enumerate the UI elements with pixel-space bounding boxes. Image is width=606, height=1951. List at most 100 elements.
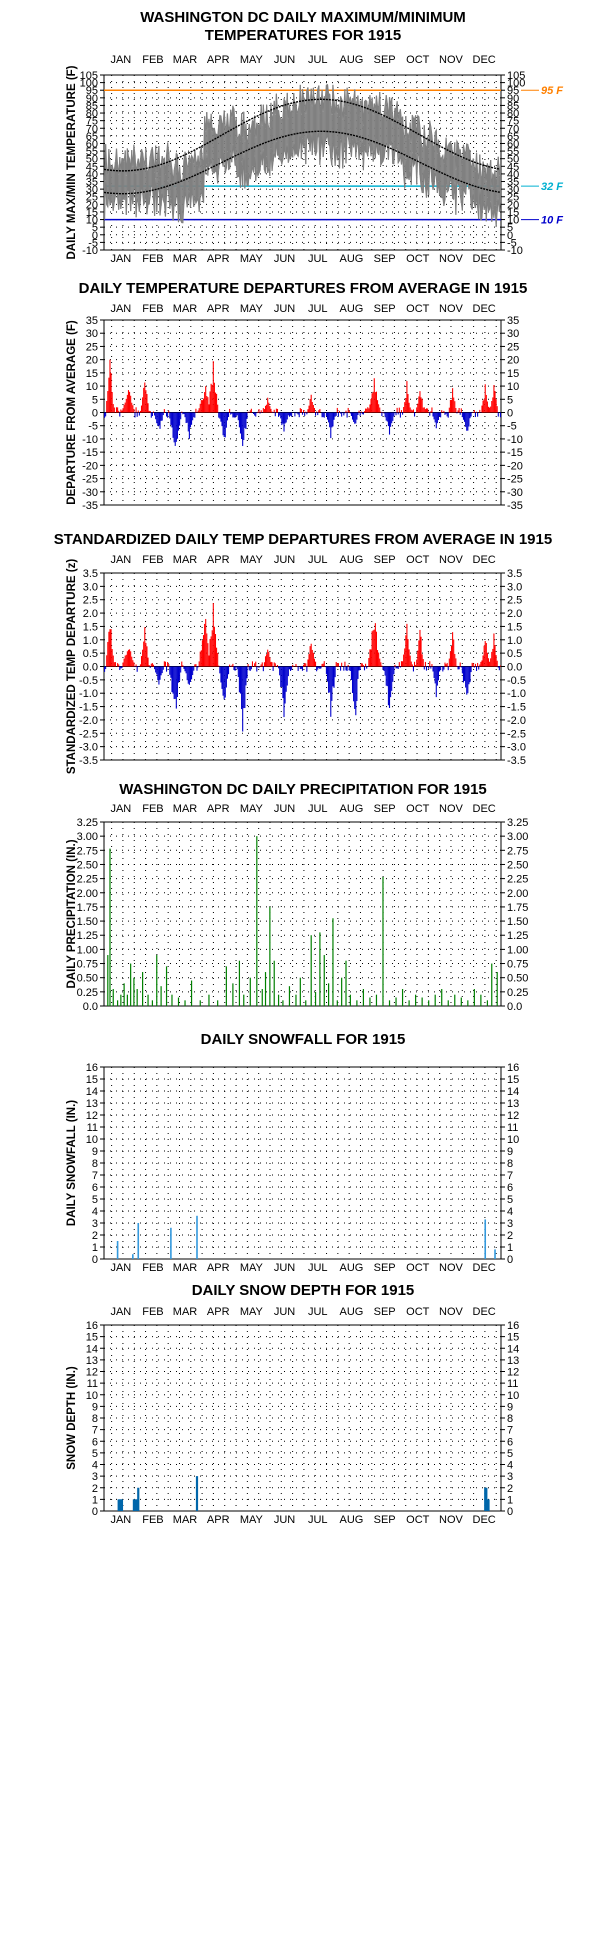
grid-dots bbox=[104, 1325, 501, 1511]
y-tick-label-right: 7 bbox=[507, 1425, 513, 1437]
y-tick-label-right: 30 bbox=[507, 184, 519, 196]
month-label: MAY bbox=[240, 303, 264, 315]
y-tick-label-left: 12 bbox=[86, 1110, 98, 1122]
y-axis-label: DEPARTURE FROM AVERAGE (F) bbox=[66, 320, 78, 505]
y-tick-label-right: 3.00 bbox=[507, 831, 528, 843]
month-label: OCT bbox=[406, 1306, 430, 1318]
month-label: DEC bbox=[473, 803, 496, 815]
precipitation-bar bbox=[165, 966, 168, 1006]
precipitation-bar bbox=[428, 1000, 430, 1006]
y-tick-label-left: 1.75 bbox=[77, 902, 98, 914]
precipitation-bar bbox=[282, 1000, 284, 1006]
month-label: JUN bbox=[274, 303, 295, 315]
month-label: MAY bbox=[240, 54, 264, 66]
reference-line-label: 95 F bbox=[541, 85, 563, 97]
month-label: MAR bbox=[173, 253, 198, 265]
month-label: JUL bbox=[308, 253, 328, 265]
y-tick-label-left: 35 bbox=[86, 315, 98, 327]
month-label: MAY bbox=[240, 253, 264, 265]
y-tick-label-left: 0.0 bbox=[83, 1001, 98, 1013]
y-tick-label-right: 4 bbox=[507, 1206, 513, 1218]
month-label: DEC bbox=[473, 54, 496, 66]
y-tick-label-right: 1.0 bbox=[507, 635, 522, 647]
y-tick-label-left: 0.75 bbox=[77, 959, 98, 971]
month-label: MAR bbox=[173, 803, 198, 815]
month-label: APR bbox=[207, 554, 230, 566]
y-tick-label-right: 20 bbox=[507, 199, 519, 211]
y-tick-label-right: 0.25 bbox=[507, 987, 528, 999]
y-tick-label-right: 2.5 bbox=[507, 595, 522, 607]
y-tick-label-right: 35 bbox=[507, 177, 519, 189]
month-label: DEC bbox=[473, 1306, 496, 1318]
y-tick-label-right: 0.50 bbox=[507, 973, 528, 985]
y-tick-label-left: 1.5 bbox=[83, 621, 98, 633]
precipitation-bar bbox=[184, 1000, 186, 1006]
y-tick-label-right: -3.5 bbox=[507, 755, 526, 767]
y-tick-label-left: 3.25 bbox=[77, 817, 98, 829]
month-label: JUN bbox=[274, 253, 295, 265]
y-tick-label-left: -10 bbox=[82, 245, 98, 257]
precipitation-bar bbox=[243, 994, 245, 1006]
precipitation-bar bbox=[225, 966, 227, 1006]
month-label: MAY bbox=[240, 1306, 264, 1318]
month-label: APR bbox=[207, 54, 230, 66]
snowfall-bar bbox=[116, 1241, 119, 1259]
y-tick-label-right: 1.25 bbox=[507, 930, 528, 942]
y-tick-label-left: 8 bbox=[92, 1158, 98, 1170]
month-label: AUG bbox=[340, 554, 364, 566]
y-tick-label-right: -3.0 bbox=[507, 742, 526, 754]
month-label: AUG bbox=[340, 1306, 364, 1318]
y-tick-label-right: -10 bbox=[507, 245, 523, 257]
month-label: JUN bbox=[274, 54, 295, 66]
y-tick-label-left: -3.0 bbox=[79, 742, 98, 754]
y-tick-label-left: 20 bbox=[86, 199, 98, 211]
y-tick-label-right: 13 bbox=[507, 1098, 519, 1110]
y-tick-label-left: -10 bbox=[82, 434, 98, 446]
y-tick-label-right: -2.0 bbox=[507, 715, 526, 727]
y-tick-label-right: 90 bbox=[507, 93, 519, 105]
y-tick-label-left: 70 bbox=[86, 123, 98, 135]
month-label: APR bbox=[207, 253, 230, 265]
precipitation-bar bbox=[171, 994, 173, 1006]
y-tick-label-right: 25 bbox=[507, 341, 519, 353]
y-tick-label-left: 1.00 bbox=[77, 944, 98, 956]
y-tick-label-left: 15 bbox=[86, 1074, 98, 1086]
y-tick-label-right: 0 bbox=[507, 230, 513, 242]
y-tick-label-right: 6 bbox=[507, 1436, 513, 1448]
y-tick-label-left: 3 bbox=[92, 1218, 98, 1230]
month-label: NOV bbox=[439, 253, 464, 265]
y-tick-label-left: 4 bbox=[92, 1206, 98, 1218]
month-label: NOV bbox=[439, 303, 464, 315]
chart-title: DAILY TEMPERATURE DEPARTURES FROM AVERAG… bbox=[79, 280, 528, 297]
precipitation-bar bbox=[109, 848, 111, 1006]
y-tick-label-right: -2.5 bbox=[507, 728, 526, 740]
chart-title: DAILY SNOW DEPTH FOR 1915 bbox=[192, 1282, 415, 1299]
normal-max-curve bbox=[103, 98, 501, 172]
y-tick-label-right: 0.0 bbox=[507, 662, 522, 674]
y-tick-label-left: 6 bbox=[92, 1182, 98, 1194]
y-tick-label-left: 90 bbox=[86, 93, 98, 105]
precipitation-bar bbox=[273, 960, 275, 1006]
normal-min-curve bbox=[103, 130, 501, 195]
y-tick-label-left: 3.00 bbox=[77, 831, 98, 843]
y-tick-label-right: 12 bbox=[507, 1367, 519, 1379]
precipitation-bar bbox=[434, 994, 436, 1006]
grid-dots bbox=[104, 320, 501, 505]
y-tick-label-left: 5 bbox=[92, 222, 98, 234]
month-label: AUG bbox=[340, 253, 364, 265]
panel-daily-precipitation: WASHINGTON DC DAILY PRECIPITATION FOR 19… bbox=[66, 781, 528, 1013]
y-tick-label-right: 15 bbox=[507, 368, 519, 380]
y-tick-label-left: 15 bbox=[86, 207, 98, 219]
y-tick-label-right: 10 bbox=[507, 1134, 519, 1146]
y-tick-label-right: 10 bbox=[507, 381, 519, 393]
chart-title: WASHINGTON DC DAILY PRECIPITATION FOR 19… bbox=[119, 781, 487, 798]
precipitation-bar bbox=[421, 997, 423, 1006]
y-tick-label-left: 2.00 bbox=[77, 888, 98, 900]
month-label: JUN bbox=[274, 1514, 295, 1526]
precipitation-bar bbox=[217, 1000, 219, 1006]
y-tick-label-right: 0 bbox=[507, 1506, 513, 1518]
y-tick-label-right: -10 bbox=[507, 434, 523, 446]
y-tick-label-left: 20 bbox=[86, 355, 98, 367]
y-tick-label-right: -25 bbox=[507, 474, 523, 486]
precipitation-bar bbox=[491, 963, 493, 1006]
